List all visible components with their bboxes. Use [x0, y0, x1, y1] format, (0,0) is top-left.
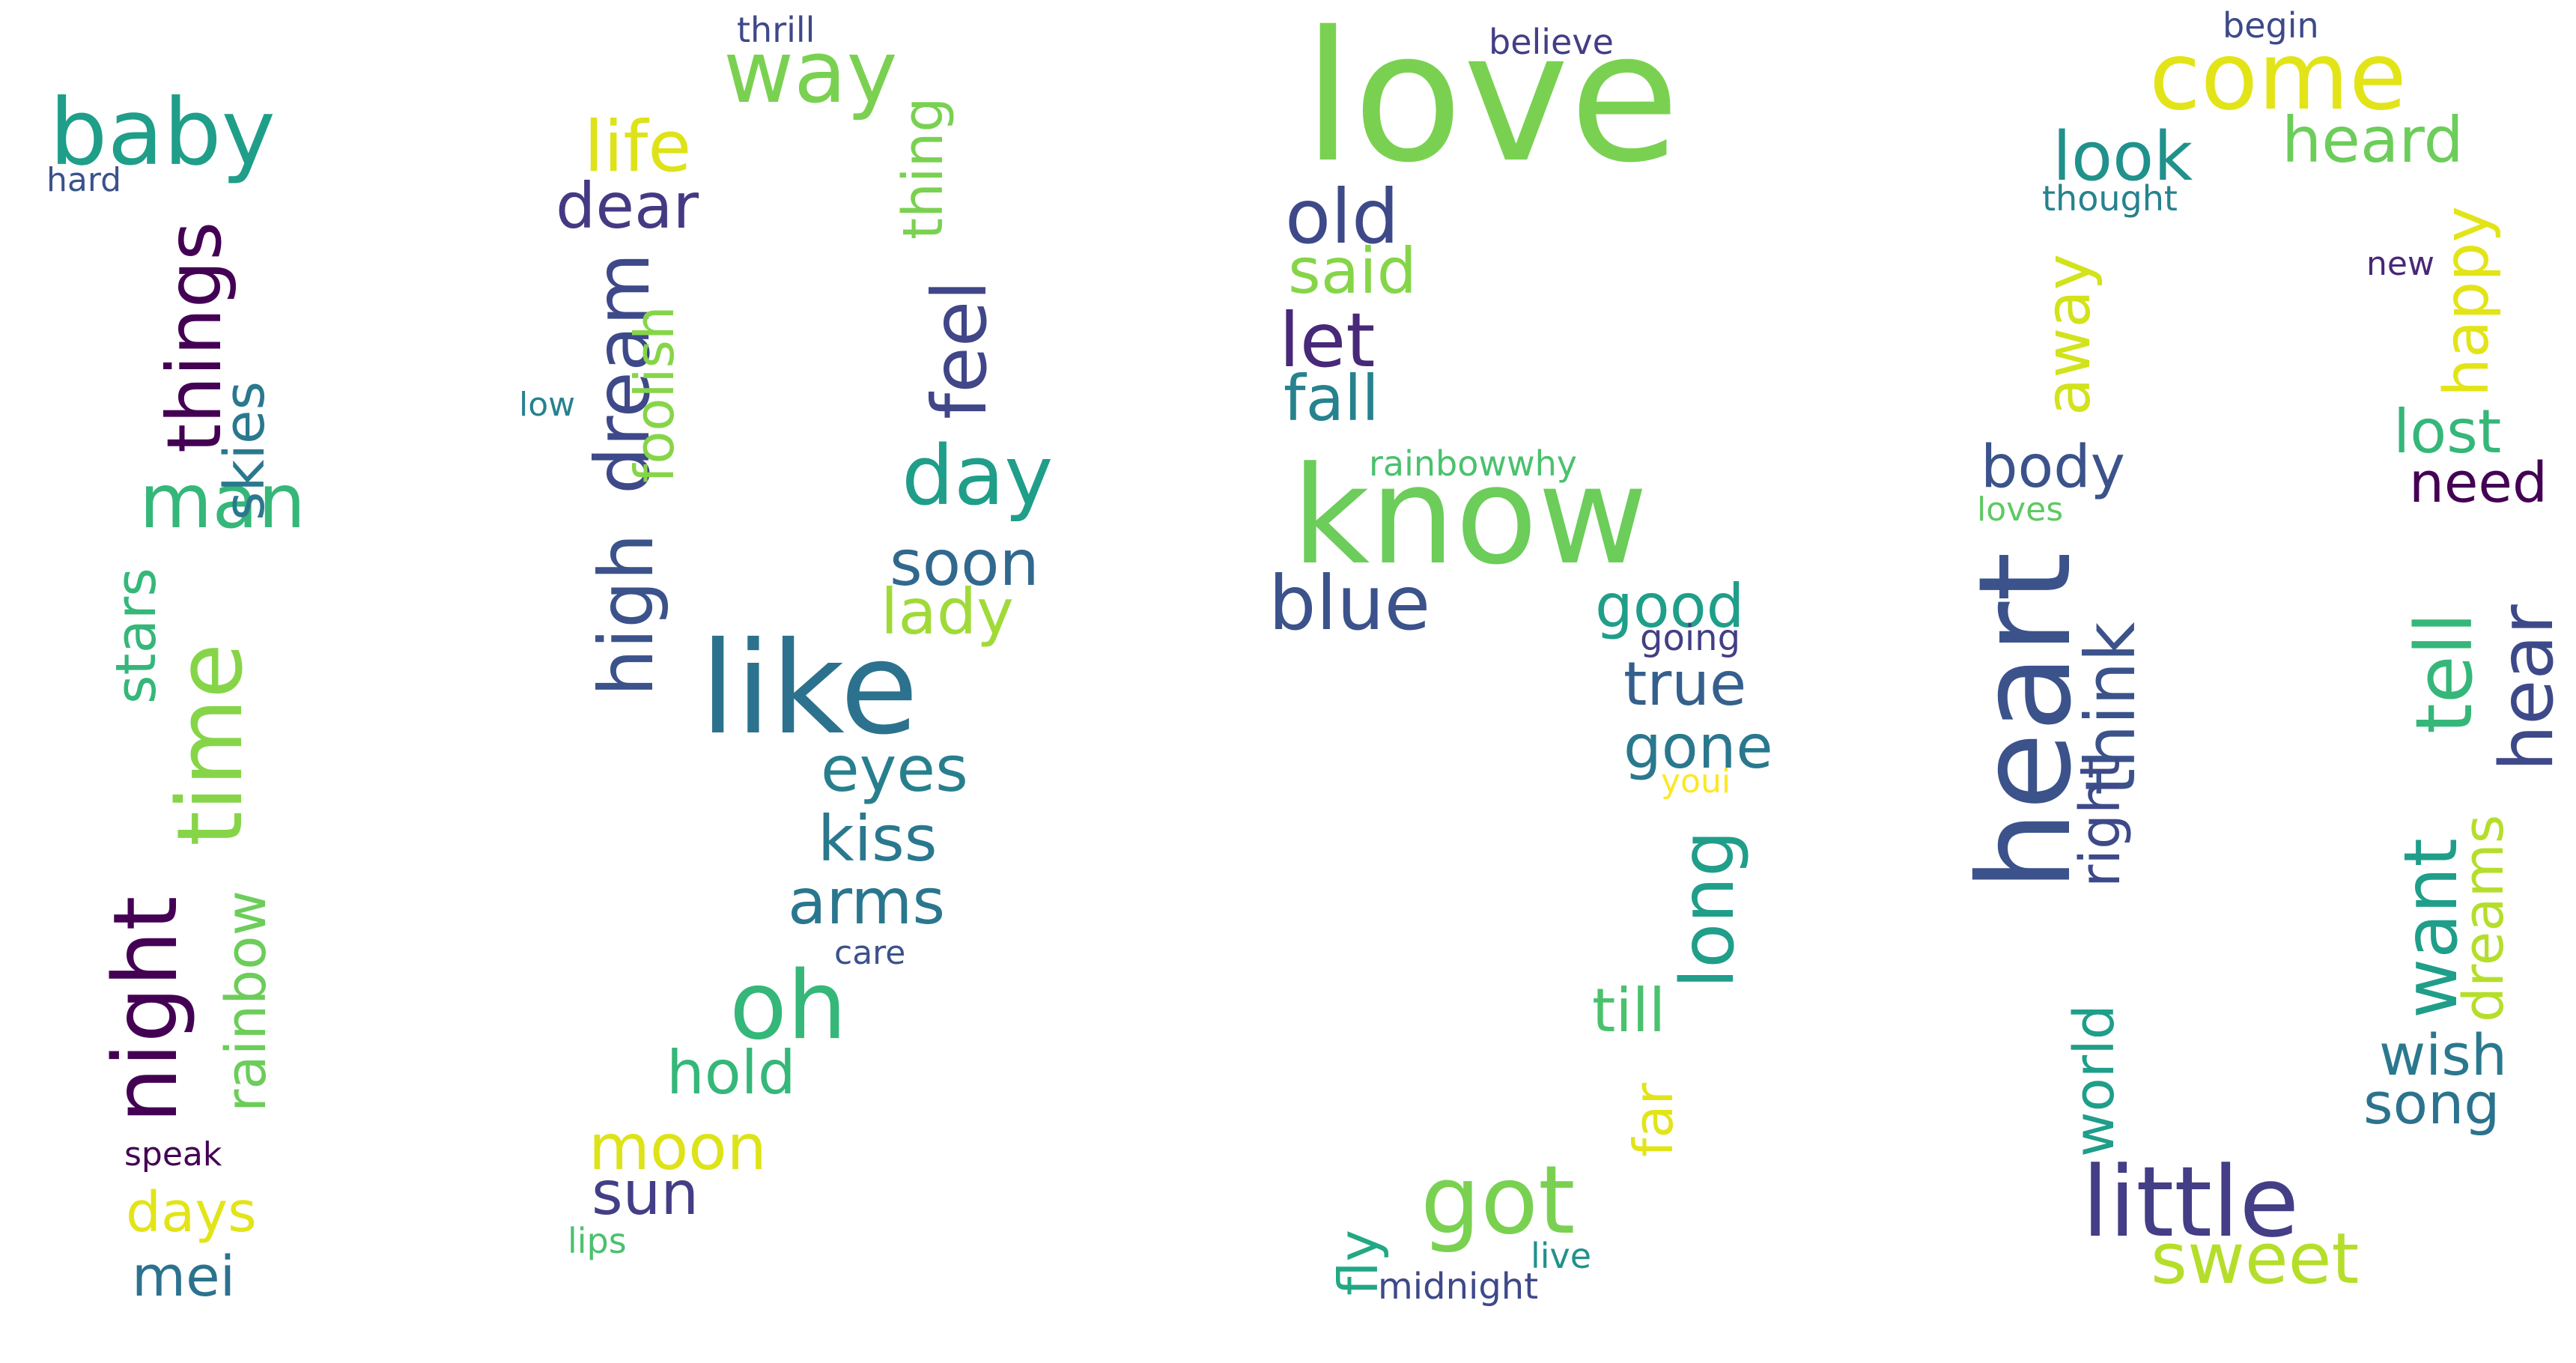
word-far: far — [1622, 1082, 1685, 1157]
word-song: song — [2363, 1070, 2500, 1137]
word-long: long — [1665, 830, 1751, 989]
word-eyes: eyes — [821, 732, 968, 806]
word-kiss: kiss — [818, 802, 938, 875]
word-dear: dear — [556, 169, 699, 243]
word-man: man — [139, 458, 306, 545]
word-midnight: midnight — [1378, 1266, 1539, 1308]
word-time: time — [159, 643, 263, 846]
word-true: true — [1623, 649, 1747, 719]
word-days: days — [126, 1180, 257, 1245]
word-heard: heard — [2282, 103, 2464, 177]
word-youi: youi — [1661, 762, 1731, 801]
word-look: look — [2053, 118, 2193, 196]
word-come: come — [2149, 22, 2407, 131]
word-speak: speak — [124, 1135, 222, 1174]
word-gone: gone — [1623, 712, 1773, 782]
word-going: going — [1640, 617, 1741, 659]
word-happy: happy — [2431, 206, 2503, 397]
word-hear: hear — [2485, 604, 2570, 771]
word-oh: oh — [729, 950, 847, 1060]
word-soon: soon — [890, 526, 1039, 600]
word-know: know — [1292, 438, 1648, 595]
word-right: right — [2068, 757, 2133, 887]
word-dreams: dreams — [2452, 814, 2516, 1022]
word-way: way — [723, 22, 898, 123]
word-little: little — [2082, 1145, 2300, 1259]
word-begin: begin — [2223, 5, 2319, 46]
word-sweet: sweet — [2151, 1218, 2360, 1300]
word-body: body — [1981, 434, 2125, 501]
word-arms: arms — [788, 865, 946, 938]
word-day: day — [902, 428, 1054, 523]
word-away: away — [2033, 253, 2104, 416]
word-low: low — [519, 386, 576, 424]
word-feel: feel — [916, 279, 1003, 419]
word-baby-hard: hard — [46, 161, 122, 199]
word-thought: thought — [2042, 178, 2178, 219]
word-mei: mei — [132, 1245, 236, 1309]
word-old: old — [1285, 173, 1400, 261]
word-blue: blue — [1269, 559, 1431, 647]
word-let: let — [1279, 297, 1376, 384]
word-said: said — [1288, 234, 1417, 308]
word-night: night — [94, 896, 197, 1123]
word-loves: loves — [1977, 491, 2064, 529]
word-high: high — [583, 532, 670, 696]
word-moon: moon — [589, 1111, 767, 1184]
word-wish: wish — [2379, 1022, 2508, 1088]
word-world: world — [2062, 1004, 2127, 1157]
word-life: life — [584, 106, 692, 188]
word-rainbowwhy: rainbowwhy — [1369, 443, 1577, 484]
word-stars: stars — [104, 568, 168, 704]
word-foolish: foolish — [623, 306, 686, 483]
word-thing: thing — [891, 97, 956, 240]
word-till: till — [1592, 976, 1666, 1045]
word-like: like — [700, 615, 919, 763]
word-hold: hold — [666, 1038, 796, 1108]
word-care: care — [834, 934, 906, 972]
word-tell: tell — [2399, 612, 2490, 734]
word-got: got — [1421, 1145, 1576, 1255]
word-lost: lost — [2393, 397, 2502, 467]
word-love: love — [1303, 0, 1680, 202]
word-fall: fall — [1284, 362, 1379, 435]
word-sun: sun — [592, 1159, 699, 1228]
word-rainbow: rainbow — [214, 890, 279, 1112]
word-need: need — [2409, 451, 2548, 515]
word-live: live — [1531, 1236, 1592, 1276]
word-skies: skies — [213, 380, 277, 520]
word-lady: lady — [881, 575, 1014, 649]
word-lips: lips — [568, 1221, 627, 1261]
word-believe: believe — [1489, 22, 1614, 62]
word-baby: baby — [49, 79, 276, 186]
word-good: good — [1595, 571, 1745, 641]
word-thrill: thrill — [737, 10, 815, 50]
word-new: new — [2366, 245, 2434, 283]
